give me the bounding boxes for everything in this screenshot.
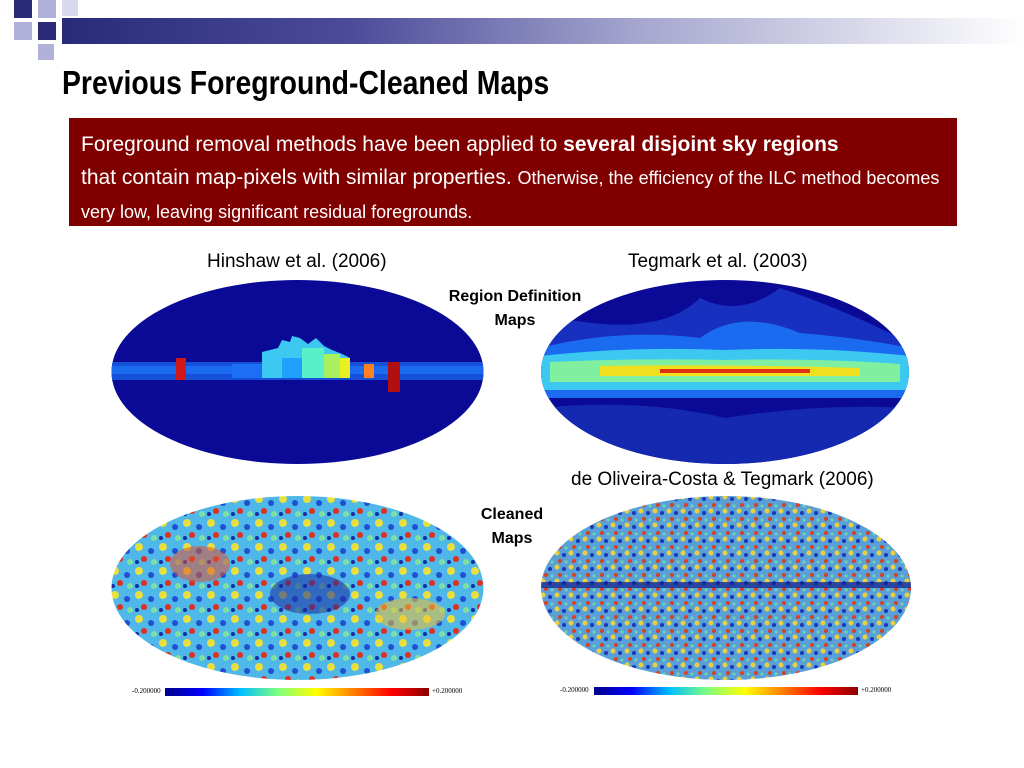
tegmark-label: Tegmark et al. (2003) xyxy=(628,251,808,272)
page-title: Previous Foreground-Cleaned Maps xyxy=(62,64,550,101)
callout-text-c: Otherwise, the efficiency of the ILC met… xyxy=(81,168,940,222)
cleaned-maps-label: Cleaned Maps xyxy=(462,503,562,551)
left-scale-max: +0.200000 xyxy=(432,687,463,695)
right-scale-min: -0.200000 xyxy=(560,686,589,694)
tegmark-region-map xyxy=(541,280,909,464)
header-square-3 xyxy=(62,0,78,16)
region-definition-line-1: Region Definition xyxy=(448,288,582,305)
callout-box: Foreground removal methods have been app… xyxy=(69,118,957,226)
hinshaw-cleaned-map xyxy=(111,496,484,680)
region-definition-line-2: Maps xyxy=(494,312,536,329)
callout-text-b: that contain map-pixels with similar pro… xyxy=(81,166,518,189)
left-color-scale xyxy=(165,688,429,696)
callout-text-bold: several disjoint sky regions xyxy=(563,133,839,156)
deoliveira-cleaned-map xyxy=(541,496,911,680)
cleaned-maps-line-2: Maps xyxy=(491,530,533,547)
hinshaw-label: Hinshaw et al. (2006) xyxy=(207,251,387,272)
deoliveira-label: de Oliveira-Costa & Tegmark (2006) xyxy=(571,469,874,490)
callout-text-a: Foreground removal methods have been app… xyxy=(81,133,564,156)
header-square-1 xyxy=(14,0,32,18)
hinshaw-region-map xyxy=(111,280,484,464)
region-definition-label: Region Definition Maps xyxy=(430,285,600,333)
header-square-4 xyxy=(14,22,32,40)
left-scale-min: -0.200000 xyxy=(132,687,161,695)
right-scale-max: +0.200000 xyxy=(861,686,892,694)
cleaned-maps-line-1: Cleaned xyxy=(480,506,544,523)
callout-text: Foreground removal methods have been app… xyxy=(81,128,945,229)
header-gradient-bar xyxy=(62,18,1024,44)
header-square-6 xyxy=(38,44,54,60)
right-color-scale xyxy=(594,687,858,695)
header-square-2 xyxy=(38,0,56,18)
header-square-5 xyxy=(38,22,56,40)
